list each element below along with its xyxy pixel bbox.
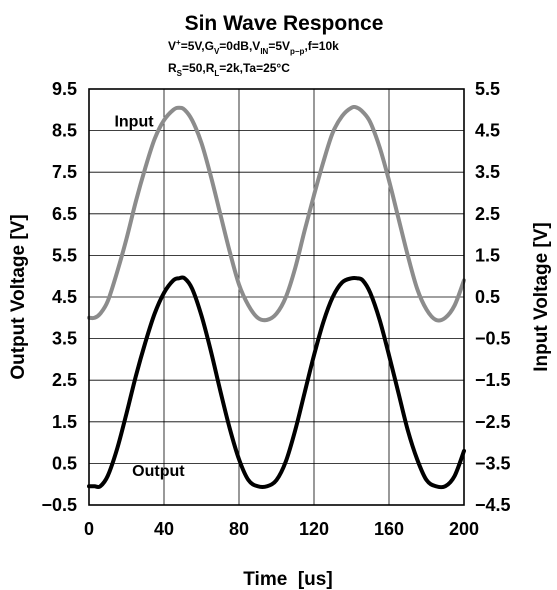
annotation-input: Input bbox=[114, 113, 154, 130]
plot-area-frame bbox=[88, 88, 465, 506]
y-left-tick-label-7: 2.5 bbox=[52, 370, 77, 390]
y-right-tick-label-9: −3.5 bbox=[475, 453, 511, 473]
series-annotations: Input Output bbox=[114, 113, 185, 479]
x-tick-label-3: 120 bbox=[299, 519, 329, 539]
y-right-tick-label-5: 0.5 bbox=[475, 287, 500, 307]
tick-labels: 0 40 80 120 160 200 9.5 8.5 7.5 6.5 5.5 4.5 3.5 2.5 1.… bbox=[41, 79, 510, 539]
y-right-tick-label-3: 2.5 bbox=[475, 204, 500, 224]
y-left-tick-label-4: 5.5 bbox=[52, 245, 77, 265]
x-tick-label-5: 200 bbox=[449, 519, 479, 539]
y-left-tick-label-3: 6.5 bbox=[52, 204, 77, 224]
y-right-tick-label-4: 1.5 bbox=[475, 245, 500, 265]
y-left-tick-label-1: 8.5 bbox=[52, 121, 77, 141]
y-right-tick-label-0: 5.5 bbox=[475, 79, 500, 99]
y-right-tick-label-2: 3.5 bbox=[475, 162, 500, 182]
y-left-tick-label-10: −0.5 bbox=[41, 495, 77, 515]
x-tick-label-0: 0 bbox=[84, 519, 94, 539]
y-left-tick-label-0: 9.5 bbox=[52, 79, 77, 99]
y-left-tick-label-8: 1.5 bbox=[52, 412, 77, 432]
x-tick-label-1: 40 bbox=[154, 519, 174, 539]
x-tick-label-4: 160 bbox=[374, 519, 404, 539]
chart-conditions-line1: V+=5V,GV=0dB,VIN=5Vp−p,f=10k bbox=[168, 38, 339, 56]
x-tick-label-2: 80 bbox=[229, 519, 249, 539]
y-axis-label-right: Input Voltage [V] bbox=[531, 222, 552, 372]
y-axis-label-left: Output Voltage [V] bbox=[8, 214, 29, 379]
y-left-tick-label-6: 3.5 bbox=[52, 329, 77, 349]
y-left-tick-label-9: 0.5 bbox=[52, 453, 77, 473]
chart-title: Sin Wave Responce bbox=[185, 12, 384, 35]
y-right-tick-label-6: −0.5 bbox=[475, 329, 511, 349]
grid-lines bbox=[88, 88, 465, 506]
series-line-input bbox=[89, 107, 464, 321]
y-right-tick-label-1: 4.5 bbox=[475, 121, 500, 141]
y-right-tick-label-7: −1.5 bbox=[475, 370, 511, 390]
annotation-output: Output bbox=[132, 463, 185, 480]
y-left-tick-label-5: 4.5 bbox=[52, 287, 77, 307]
y-right-tick-label-8: −2.5 bbox=[475, 412, 511, 432]
series-group bbox=[89, 107, 464, 487]
chart-conditions-line2: RS=50,RL=2k,Ta=25°C bbox=[168, 61, 290, 78]
series-line-output bbox=[89, 277, 464, 487]
y-left-tick-label-2: 7.5 bbox=[52, 162, 77, 182]
y-right-tick-label-10: −4.5 bbox=[475, 495, 511, 515]
x-axis-label: Time [us] bbox=[243, 569, 332, 590]
